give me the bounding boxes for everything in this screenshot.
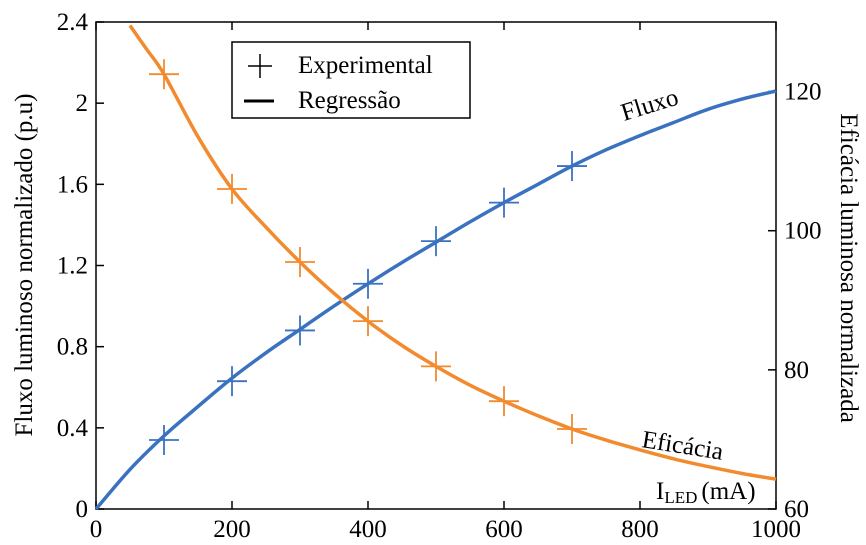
data-point-eficácia [353,306,383,337]
data-point-eficácia [557,413,587,444]
y-left-tick-label: 2.4 [57,9,89,36]
y-right-tick-label: 60 [784,496,809,523]
y-left-tick-labels: 0 0.4 0.8 1.2 1.6 2 2.4 [57,9,89,523]
x-tick-labels: 0 200 400 600 800 1000 [90,516,801,543]
y-right-tick-labels: 60 80 100 120 [784,79,822,523]
y-right-tick-label: 120 [784,79,822,106]
x-axis-title-sub: LED [664,488,697,507]
x-tick-label: 200 [213,516,251,543]
x-axis-title: ILED (mA) [656,478,756,507]
y-left-tick-label: 0 [76,496,89,523]
data-point-eficácia [149,59,179,90]
y-left-tick-label: 2 [76,90,89,117]
x-axis-title-unit: (mA) [701,478,755,505]
series-markers [149,59,587,456]
data-point-fluxo [421,226,451,257]
y-right-tick-label: 100 [784,218,822,245]
y-left-tick-label: 0.8 [57,334,88,361]
x-tick-label: 1000 [751,516,801,543]
legend: Experimental Regressão [231,41,471,119]
data-point-eficácia [217,173,247,204]
x-axis-title-main: I [656,478,664,505]
y-left-tick-label: 1.2 [57,253,88,280]
data-point-fluxo [149,425,179,456]
data-point-fluxo [557,151,587,182]
data-point-fluxo [353,268,383,299]
x-tick-label: 400 [349,516,387,543]
y-right-tick-label: 80 [784,357,809,384]
x-tick-label: 800 [621,516,659,543]
data-point-fluxo [489,187,519,218]
data-point-eficácia [489,386,519,417]
legend-label-experimental: Experimental [298,52,433,79]
legend-plus-icon [248,54,272,78]
y-left-tick-label: 1.6 [57,171,88,198]
data-point-fluxo [285,315,315,346]
y-right-axis-title: Eficácia luminosa normalizada [835,113,862,423]
legend-box [231,41,471,119]
data-point-fluxo [217,366,247,397]
y-left-axis-title: Fluxo luminoso normalizado (p.u) [11,93,38,436]
data-point-eficácia [421,351,451,382]
data-point-eficácia [285,247,315,278]
y-left-tick-label: 0.4 [57,415,89,442]
x-tick-label: 0 [90,516,103,543]
annotation-fluxo: Fluxo [618,84,682,127]
legend-label-regressao: Regressão [298,87,401,114]
x-tick-label: 600 [485,516,523,543]
